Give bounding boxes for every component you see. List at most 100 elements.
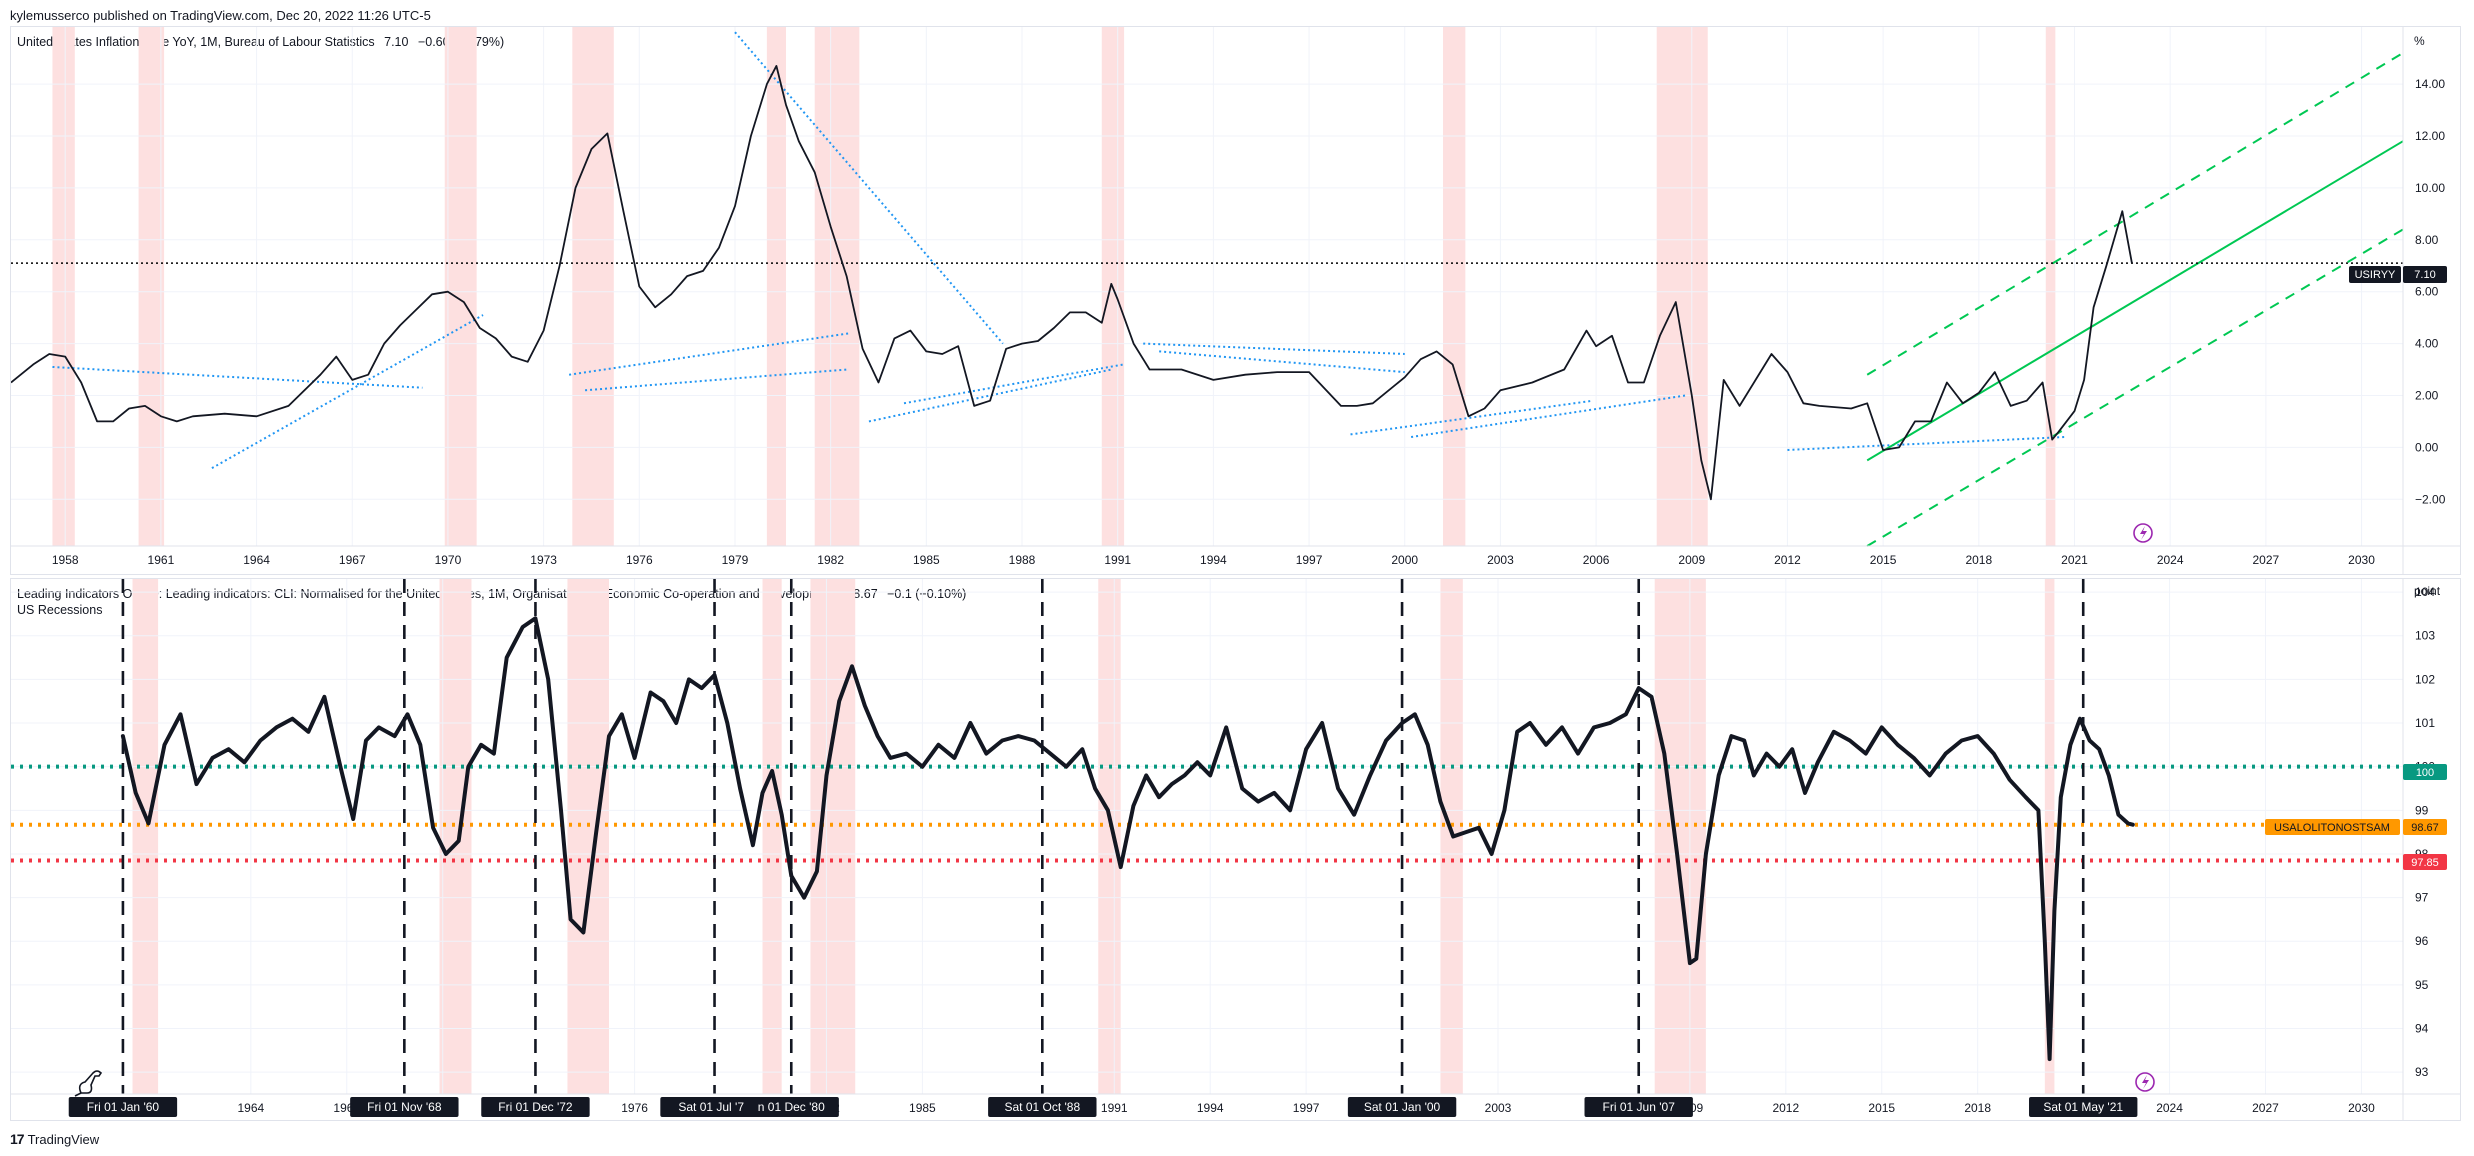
trendline — [52, 365, 423, 389]
dino-icon[interactable] — [74, 1070, 103, 1097]
cli-series — [120, 616, 2135, 1062]
cli-chart[interactable]: 93949596979899100101102103104 1964196719… — [11, 579, 2460, 1120]
date-marker-tag-label: Sat 01 Jul '78 — [678, 1100, 751, 1114]
y-tick-label: 0.00 — [2415, 440, 2439, 454]
y-tick-label: −2.00 — [2415, 492, 2446, 506]
cli-legend: Leading Indicators OECD: Leading indicat… — [17, 587, 966, 601]
x-tick-label: 1964 — [243, 553, 270, 567]
date-marker-tag-bg — [481, 1097, 590, 1117]
tag-symbol-text: USALOLITONOSTSAM — [2274, 822, 2390, 834]
x-tick-label: 1958 — [52, 553, 79, 567]
x-tick-label: 2024 — [2157, 553, 2184, 567]
inflation-legend: United States Inflation Rate YoY, 1M, Bu… — [17, 35, 504, 49]
date-marker-tag-bg — [350, 1097, 459, 1117]
y-tick-label: 97 — [2415, 891, 2429, 905]
recession-band — [1443, 27, 1466, 546]
trendline — [585, 368, 847, 392]
trendline — [1410, 394, 1686, 438]
y-tick-label: 10.00 — [2415, 181, 2445, 195]
recession-legend: US Recessions — [17, 603, 103, 617]
recession-band — [1656, 27, 1708, 546]
x-tick-label: 2006 — [1583, 553, 1610, 567]
date-marker-tag-label: n 01 Dec '80 — [758, 1100, 825, 1114]
price-tag-symbol: USIRYY — [2355, 269, 2396, 281]
y-tick-label: 101 — [2415, 716, 2435, 730]
x-tick-label: 2003 — [1487, 553, 1514, 567]
x-tick-label: 2018 — [1965, 553, 1992, 567]
y-tick-label: 95 — [2415, 978, 2429, 992]
x-tick-label: 1970 — [435, 553, 462, 567]
x-tick-label: 1976 — [626, 553, 653, 567]
date-marker-tag-label: Sat 01 Oct '88 — [1004, 1100, 1080, 1114]
publish-info: kylemusserco published on TradingView.co… — [10, 8, 431, 23]
cli-pane[interactable]: Leading Indicators OECD: Leading indicat… — [10, 578, 2461, 1121]
x-tick-label: 2012 — [1772, 1101, 1799, 1115]
recession-band — [1098, 579, 1121, 1094]
date-marker-tags: Fri 01 Jan '60 Fri 01 Nov '68 Fri 01 Dec '… — [68, 1097, 2138, 1117]
recession-band — [2045, 27, 2056, 546]
lightning-icon[interactable] — [2135, 1072, 2155, 1092]
tag-100-text: 100 — [2416, 767, 2434, 779]
x-tick-label: 1994 — [1197, 1101, 1224, 1115]
x-tick-label: 2012 — [1774, 553, 1801, 567]
x-tick-label: 2003 — [1485, 1101, 1512, 1115]
inflation-series — [11, 65, 2133, 501]
y-tick-label: 12.00 — [2415, 129, 2445, 143]
recession-band — [2044, 579, 2055, 1094]
unit-label: % — [2414, 34, 2425, 48]
tag-100: 100 — [2403, 764, 2447, 780]
date-marker-tag-bg — [743, 1097, 839, 1117]
tag-9785-text: 97.85 — [2411, 857, 2439, 869]
recession-shading — [52, 27, 2056, 546]
price-tag: USIRYY 7.10 — [2349, 266, 2447, 283]
channel-upper — [1866, 52, 2404, 376]
tag-9785: 97.85 — [2403, 854, 2447, 870]
trendline — [1350, 399, 1594, 436]
grid — [11, 579, 2403, 1094]
y-tick-label: 102 — [2415, 672, 2435, 686]
time-axis: 1964196719701976198219851991199419972003… — [11, 1093, 2460, 1115]
x-tick-label: 2030 — [2348, 553, 2375, 567]
y-tick-label: 6.00 — [2415, 285, 2439, 299]
y-tick-label: 103 — [2415, 629, 2435, 643]
cli-line — [120, 616, 2135, 1062]
date-marker-tag-label: Sat 01 Jan '00 — [1364, 1100, 1441, 1114]
tradingview-brand[interactable]: 17 TradingView — [10, 1131, 99, 1147]
x-tick-label: 1961 — [148, 553, 175, 567]
inflation-chart[interactable]: −2.00 0.00 2.00 4.00 6.00 8.00 10.00 12.00 14.00… — [11, 27, 2460, 574]
x-tick-label: 2015 — [1870, 553, 1897, 567]
x-tick-label: 1964 — [237, 1101, 264, 1115]
date-marker-lines — [121, 579, 2085, 1094]
x-tick-label: 1982 — [817, 553, 844, 567]
date-marker-tag-label: Fri 01 Jan '60 — [87, 1100, 160, 1114]
y-tick-label: 104 — [2415, 585, 2435, 599]
recession-band — [132, 579, 159, 1094]
channel-lower — [1866, 228, 2404, 547]
x-tick-label: 1973 — [530, 553, 557, 567]
price-tag-value: 7.10 — [2414, 269, 2435, 281]
tag-symbol: USALOLITONOSTSAM 98.67 — [2265, 819, 2447, 835]
recession-band — [444, 27, 477, 546]
tag-value-text: 98.67 — [2411, 822, 2439, 834]
trendline — [1787, 436, 2065, 451]
inflation-last: 7.10 — [384, 35, 409, 49]
drawing-annotations — [52, 31, 2404, 547]
trendline — [1159, 350, 1405, 374]
trendline — [211, 314, 484, 470]
y-tick-label: 94 — [2415, 1022, 2429, 1036]
date-marker-tag-bg — [1347, 1097, 1457, 1117]
y-tick-label: 99 — [2415, 803, 2429, 817]
inflation-pane[interactable]: United States Inflation Rate YoY, 1M, Bu… — [10, 26, 2461, 575]
brand-name: TradingView — [27, 1131, 100, 1147]
y-tick-label: 93 — [2415, 1065, 2429, 1079]
date-marker-tag-bg — [2029, 1097, 2138, 1117]
x-tick-label: 2030 — [2348, 1101, 2375, 1115]
tradingview-logo-icon: 17 — [10, 1131, 25, 1147]
y-tick-label: 96 — [2415, 934, 2429, 948]
trendline — [734, 31, 1004, 345]
recession-band — [814, 27, 860, 546]
cli-change: −0.1 (−0.10%) — [887, 587, 967, 601]
x-tick-label: 2021 — [2061, 553, 2088, 567]
reference-lines — [11, 764, 2403, 863]
lightning-icon[interactable] — [2133, 523, 2153, 543]
